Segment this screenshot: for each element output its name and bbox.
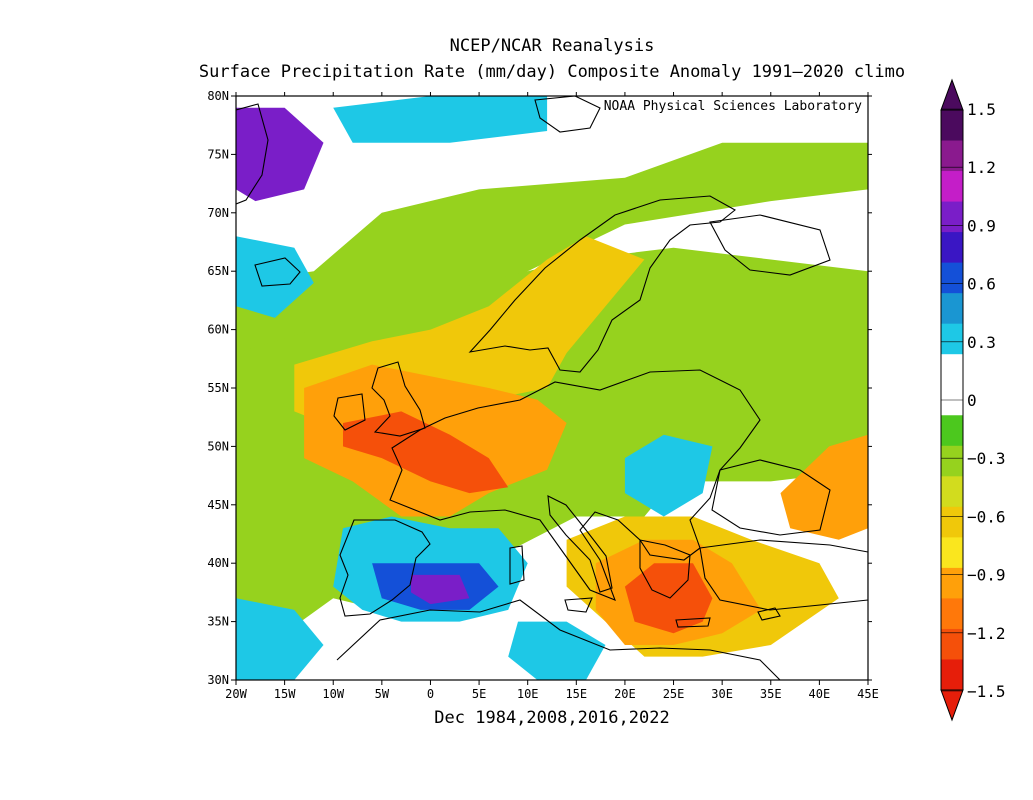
colorbar-swatch xyxy=(941,293,963,325)
lon-tick-label: 10W xyxy=(322,687,344,701)
colorbar-swatch xyxy=(941,201,963,233)
colorbar-swatch xyxy=(941,537,963,569)
lat-tick-label: 45N xyxy=(207,498,229,512)
lon-tick-label: 0 xyxy=(427,687,434,701)
lat-tick-label: 35N xyxy=(207,615,229,629)
coast-black-sea xyxy=(711,459,831,536)
lat-tick-label: 55N xyxy=(207,381,229,395)
coast-scandinavia xyxy=(468,195,736,373)
lat-tick-label: 70N xyxy=(207,206,229,220)
lon-tick-label: 45E xyxy=(857,687,879,701)
colorbar-swatch xyxy=(941,140,963,172)
coast-great-britain xyxy=(371,361,426,437)
anomaly-region-16 xyxy=(624,434,713,517)
colorbar-swatch xyxy=(941,628,963,661)
colorbar-swatch xyxy=(941,476,963,508)
colorbar-swatch xyxy=(941,415,963,447)
coast-sardinia xyxy=(509,545,525,585)
colorbar-label: 0 xyxy=(967,391,977,410)
lon-tick-label: 35E xyxy=(760,687,782,701)
coast-iberia xyxy=(339,519,431,617)
anomaly-region-8 xyxy=(780,434,868,540)
lon-tick-label: 25E xyxy=(663,687,685,701)
coast-crete xyxy=(675,617,711,628)
colorbar-swatch xyxy=(941,354,963,386)
title-line-2: Surface Precipitation Rate (mm/day) Comp… xyxy=(198,62,906,82)
colorbar: 1.5 1.2 0.9 0.6 0.3 0 −0.3 −0.6 −0.9 −1.2 −1.5 xyxy=(940,78,1006,722)
lat-tick-label: 65N xyxy=(207,264,229,278)
lon-tick-label: 20E xyxy=(614,687,636,701)
lat-tick-label: 40N xyxy=(207,556,229,570)
anomaly-region-13 xyxy=(236,236,314,318)
anomaly-region-17 xyxy=(333,96,548,143)
lat-tick-label: 80N xyxy=(207,89,229,103)
colorbar-label: −1.2 xyxy=(967,624,1006,643)
coast-ireland xyxy=(333,393,366,431)
colorbar-swatch xyxy=(941,445,963,477)
colorbar-label: −0.9 xyxy=(967,566,1006,585)
colorbar-swatch xyxy=(941,384,963,416)
colorbar-swatch xyxy=(941,110,963,142)
colorbar-label: 0.6 xyxy=(967,275,996,294)
anomaly-region-4 xyxy=(343,411,509,494)
coast-sicily xyxy=(564,597,593,613)
anomaly-region-12 xyxy=(236,107,324,202)
coast-iceland xyxy=(254,257,301,287)
credit-label: NOAA Physical Sciences Laboratory xyxy=(604,99,862,114)
anomaly-region-14 xyxy=(508,621,606,680)
colorbar-swatch xyxy=(941,598,963,630)
colorbar-bottom-arrow xyxy=(940,689,964,722)
footer-label: Dec 1984,2008,2016,2022 xyxy=(434,708,670,728)
coast-svalbard xyxy=(534,96,601,133)
lon-tick-label: 20W xyxy=(225,687,247,701)
lat-tick-label: 30N xyxy=(207,673,229,687)
colorbar-swatch xyxy=(941,567,963,600)
lat-tick-label: 60N xyxy=(207,323,229,337)
lat-tick-label: 75N xyxy=(207,147,229,161)
anomaly-region-11 xyxy=(411,574,470,605)
colorbar-swatch xyxy=(941,659,963,691)
colorbar-label: −0.3 xyxy=(967,449,1006,468)
colorbar-label: 0.3 xyxy=(967,333,996,352)
lon-tick-label: 40E xyxy=(809,687,831,701)
colorbar-label: 1.2 xyxy=(967,158,996,177)
lon-tick-label: 10E xyxy=(517,687,539,701)
lon-tick-label: 30E xyxy=(711,687,733,701)
lon-tick-label: 15W xyxy=(274,687,296,701)
coastlines xyxy=(236,96,868,680)
coast-greenland xyxy=(236,103,269,205)
colorbar-swatch xyxy=(941,506,963,538)
lat-tick-label: 50N xyxy=(207,439,229,453)
colorbar-label: −1.5 xyxy=(967,682,1006,701)
lon-tick-label: 5W xyxy=(375,687,390,701)
coast-north-africa xyxy=(336,599,781,680)
anomaly-fill-layer xyxy=(236,96,868,680)
colorbar-swatch xyxy=(941,262,963,294)
colorbar-label: 0.9 xyxy=(967,216,996,235)
colorbar-swatch xyxy=(941,323,963,355)
title-line-1: NCEP/NCAR Reanalysis xyxy=(449,36,655,56)
coast-cyprus xyxy=(757,607,781,621)
coast-kola xyxy=(709,214,831,276)
colorbar-label: −0.6 xyxy=(967,507,1006,526)
anomaly-region-0 xyxy=(236,142,868,353)
colorbar-swatch xyxy=(941,171,963,203)
map-axes: 20W 15W 10W 5W 0 5E 10E 15E 20E 25E 30E 35E 40E 45E 80… xyxy=(207,89,879,701)
lon-tick-label: 5E xyxy=(472,687,486,701)
colorbar-label: 1.5 xyxy=(967,100,996,119)
coast-greece xyxy=(639,539,691,599)
colorbar-top-arrow xyxy=(940,78,964,111)
lon-tick-label: 15E xyxy=(565,687,587,701)
colorbar-swatch xyxy=(941,232,963,264)
coast-continent xyxy=(389,369,761,601)
coast-italy xyxy=(547,495,613,593)
anomaly-region-15 xyxy=(236,598,324,680)
coast-turkey xyxy=(699,539,868,611)
